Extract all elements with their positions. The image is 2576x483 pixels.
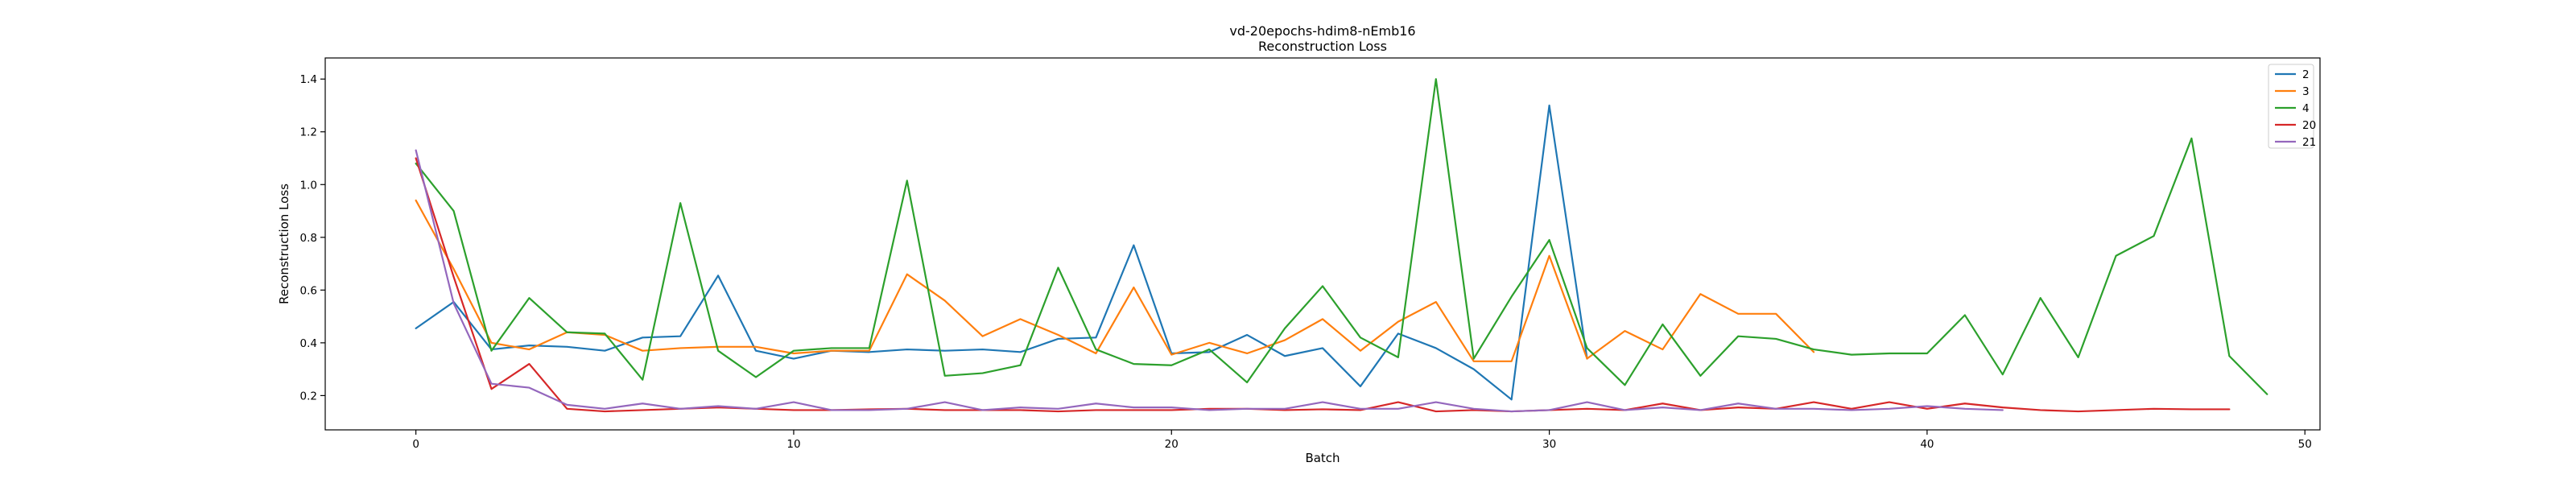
y-axis-label: Reconstruction Loss (277, 184, 291, 304)
chart-subtitle: Reconstruction Loss (1258, 39, 1387, 54)
legend-box (2268, 64, 2314, 149)
y-tick-label: 0.8 (300, 232, 317, 245)
legend-label-20: 20 (2302, 119, 2316, 132)
plot-frame (324, 57, 2321, 431)
series-line-4 (415, 78, 2268, 395)
y-tick-label: 0.6 (300, 284, 317, 297)
x-axis-label: Batch (1305, 451, 1340, 465)
x-tick-label: 20 (1165, 438, 1179, 451)
y-tick-label: 1.2 (300, 126, 317, 139)
legend-label-4: 4 (2302, 102, 2310, 115)
legend: 2 3 4 20 21 (2268, 64, 2316, 149)
series-line-3 (415, 199, 1815, 362)
series-line-2 (415, 104, 1588, 401)
x-axis-ticks: 0 10 20 30 40 50 (412, 430, 2312, 451)
y-axis-ticks: 0.2 0.4 0.6 0.8 1.0 1.2 1.4 (300, 73, 325, 402)
legend-label-2: 2 (2302, 68, 2310, 81)
chart-title: vd-20epochs-hdim8-nEmb16 (1229, 23, 1415, 39)
legend-label-21: 21 (2302, 136, 2316, 149)
y-tick-label: 1.4 (300, 73, 317, 86)
x-tick-label: 10 (786, 438, 800, 451)
legend-label-3: 3 (2302, 85, 2310, 98)
y-tick-label: 1.0 (300, 179, 317, 192)
x-tick-label: 50 (2298, 438, 2312, 451)
x-tick-label: 0 (412, 438, 419, 451)
y-tick-label: 0.4 (300, 337, 317, 350)
x-tick-label: 40 (1920, 438, 1934, 451)
x-tick-label: 30 (1542, 438, 1556, 451)
series-line-21 (415, 149, 2004, 413)
series-line-20 (415, 157, 2231, 413)
y-tick-label: 0.2 (300, 390, 317, 402)
series-layer (415, 78, 2268, 413)
